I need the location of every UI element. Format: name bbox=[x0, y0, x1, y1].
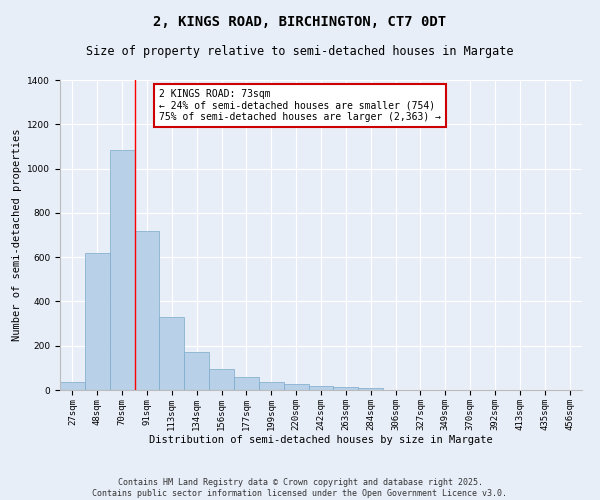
Bar bbox=[85, 252, 110, 390]
Text: Contains HM Land Registry data © Crown copyright and database right 2025.
Contai: Contains HM Land Registry data © Crown c… bbox=[92, 478, 508, 498]
Bar bbox=[308, 386, 334, 390]
Bar bbox=[259, 382, 284, 390]
Text: 2 KINGS ROAD: 73sqm
← 24% of semi-detached houses are smaller (754)
75% of semi-: 2 KINGS ROAD: 73sqm ← 24% of semi-detach… bbox=[159, 90, 441, 122]
Bar bbox=[284, 384, 308, 390]
Text: 2, KINGS ROAD, BIRCHINGTON, CT7 0DT: 2, KINGS ROAD, BIRCHINGTON, CT7 0DT bbox=[154, 15, 446, 29]
Bar bbox=[60, 382, 85, 390]
Bar bbox=[334, 386, 358, 390]
Bar bbox=[110, 150, 134, 390]
Y-axis label: Number of semi-detached properties: Number of semi-detached properties bbox=[12, 128, 22, 341]
Text: Size of property relative to semi-detached houses in Margate: Size of property relative to semi-detach… bbox=[86, 45, 514, 58]
Bar bbox=[160, 317, 184, 390]
Bar bbox=[134, 230, 160, 390]
Bar bbox=[209, 369, 234, 390]
Bar bbox=[184, 352, 209, 390]
X-axis label: Distribution of semi-detached houses by size in Margate: Distribution of semi-detached houses by … bbox=[149, 436, 493, 446]
Bar bbox=[234, 376, 259, 390]
Bar bbox=[358, 388, 383, 390]
